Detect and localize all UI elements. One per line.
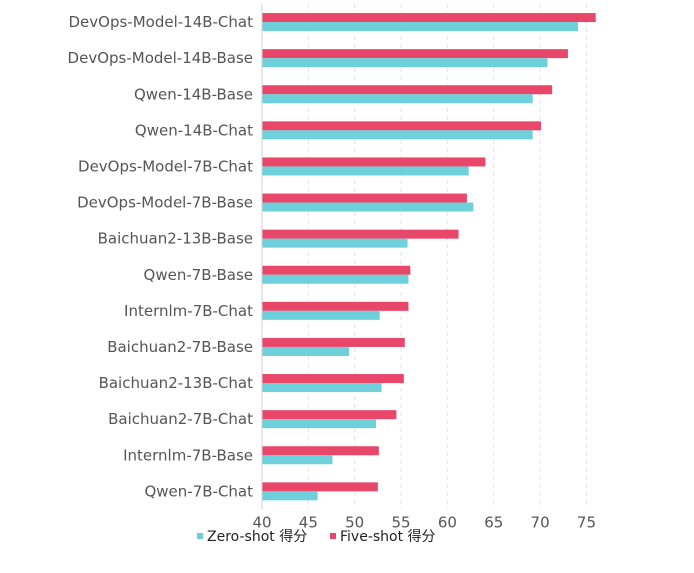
bar-five-shot (262, 121, 542, 131)
category-label: DevOps-Model-7B-Chat (78, 157, 253, 175)
gridlines (261, 4, 587, 510)
x-tick-label: 75 (577, 513, 596, 531)
bar-zero-shot (262, 491, 318, 501)
bar-five-shot (262, 482, 378, 492)
bar-zero-shot (262, 346, 350, 356)
bar-zero-shot (262, 22, 579, 32)
bar-zero-shot (262, 166, 469, 176)
bar-zero-shot (262, 419, 377, 429)
legend-swatch-zero-shot (197, 533, 203, 539)
bar-zero-shot (262, 238, 408, 248)
bar-five-shot (262, 410, 397, 420)
x-axis: 40 45 50 55 60 65 70 75 (252, 4, 596, 531)
legend-swatch-five-shot (330, 533, 336, 539)
bar-zero-shot (262, 130, 533, 140)
category-label: Qwen-14B-Base (134, 85, 253, 103)
category-label: DevOps-Model-7B-Base (77, 194, 253, 212)
bar-zero-shot (262, 274, 409, 284)
x-tick-label: 60 (438, 513, 457, 531)
category-label: Qwen-7B-Base (144, 266, 253, 284)
category-label: Qwen-14B-Chat (135, 121, 253, 139)
legend-label-zero-shot: Zero-shot 得分 (207, 528, 307, 545)
legend-label-five-shot: Five-shot 得分 (340, 528, 436, 545)
bar-five-shot (262, 229, 459, 239)
bar-zero-shot (262, 310, 380, 320)
bar-zero-shot (262, 58, 548, 68)
bar-five-shot (262, 85, 553, 95)
x-tick-label: 55 (392, 513, 411, 531)
bar-five-shot (262, 446, 379, 456)
category-label: Baichuan2-7B-Chat (108, 410, 253, 428)
category-label: Qwen-7B-Chat (144, 482, 253, 500)
category-label: DevOps-Model-14B-Chat (68, 13, 253, 31)
x-tick-label: 65 (484, 513, 503, 531)
category-label: Baichuan2-13B-Base (98, 230, 253, 248)
bar-zero-shot (262, 455, 333, 465)
bar-five-shot (262, 301, 409, 311)
bar-zero-shot (262, 94, 533, 104)
category-label: Internlm-7B-Base (123, 446, 253, 464)
category-label: Baichuan2-7B-Base (107, 338, 253, 356)
bar-zero-shot (262, 202, 474, 212)
category-labels: DevOps-Model-14B-Chat DevOps-Model-14B-Ba… (68, 13, 254, 500)
bar-five-shot (262, 374, 404, 384)
bar-five-shot (262, 13, 596, 23)
bar-five-shot (262, 193, 467, 203)
x-tick-label: 50 (345, 513, 364, 531)
category-label: Baichuan2-13B-Chat (99, 374, 254, 392)
legend: Zero-shot 得分 Five-shot 得分 (197, 528, 436, 545)
bar-five-shot (262, 265, 411, 275)
bar-five-shot (262, 49, 568, 59)
bar-five-shot (262, 157, 486, 167)
x-tick-label: 45 (299, 513, 318, 531)
x-tick-label: 70 (531, 513, 550, 531)
bar-zero-shot (262, 383, 382, 393)
category-label: Internlm-7B-Chat (124, 302, 253, 320)
bar-five-shot (262, 337, 405, 347)
x-tick-label: 40 (252, 513, 271, 531)
bars (262, 13, 596, 501)
category-label: DevOps-Model-14B-Base (68, 49, 253, 67)
